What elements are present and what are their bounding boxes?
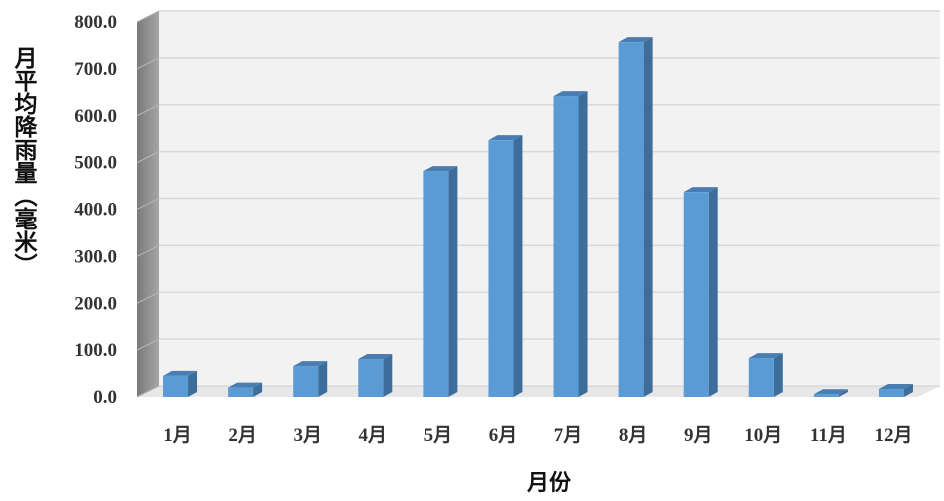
bar-top [358, 354, 393, 360]
x-tick-label: 11月 [810, 425, 847, 446]
bar [683, 187, 718, 397]
bar-front [553, 96, 579, 397]
bar-top [163, 370, 198, 376]
y-axis-ticks: 0.0 100.0 200.0 300.0 400.0 500.0 600.0 700.0 80… [74, 12, 117, 408]
x-axis-label: 月份 [526, 470, 572, 496]
bar-top [423, 166, 458, 172]
y-tick-label: 700.0 [74, 59, 117, 80]
bar-top [748, 353, 783, 359]
y-tick-label: 500.0 [74, 153, 117, 174]
y-tick-label: 0.0 [93, 387, 117, 408]
bar-front [358, 359, 384, 397]
bar-side [383, 354, 393, 397]
bar-front [163, 375, 189, 397]
bar-top [293, 361, 328, 367]
bar [748, 353, 783, 397]
bar [293, 361, 328, 397]
bar-top [618, 37, 653, 43]
bar-top [488, 135, 523, 141]
bar-front [683, 192, 709, 397]
y-tick-label: 100.0 [74, 340, 117, 361]
gridlines [136, 10, 940, 398]
bar-top [553, 91, 588, 97]
bar-side [513, 135, 523, 397]
y-tick-label: 800.0 [74, 12, 117, 33]
x-axis-ticks: 1月 2月 3月 4月 5月 6月 7月 8月 9月 10月 11月 12月 [163, 425, 912, 446]
gridline-side [136, 10, 160, 23]
y-tick-label: 600.0 [74, 106, 117, 127]
bars [163, 37, 913, 397]
bar-side [903, 384, 913, 397]
bar-front [423, 171, 449, 397]
bar [488, 135, 523, 397]
bar-side [578, 91, 588, 397]
bar [618, 37, 653, 397]
gridline-side [136, 338, 160, 351]
gridline-side [136, 104, 160, 117]
bar-side [838, 389, 848, 397]
x-tick-label: 4月 [359, 425, 388, 446]
bar-top [813, 389, 848, 395]
bar-front [813, 394, 839, 397]
bar-front [228, 387, 254, 397]
bar [813, 389, 848, 397]
x-tick-label: 10月 [744, 425, 782, 446]
bar-side [643, 37, 653, 397]
gridline-side [136, 291, 160, 304]
x-tick-label: 2月 [228, 425, 257, 446]
x-tick-label: 5月 [424, 425, 453, 446]
gridline-side [136, 244, 160, 257]
y-tick-label: 400.0 [74, 200, 117, 221]
x-tick-label: 6月 [489, 425, 518, 446]
bar-front [878, 389, 904, 397]
x-tick-label: 3月 [293, 425, 322, 446]
bar [423, 166, 458, 397]
bar-top [683, 187, 718, 193]
gridline-side [136, 385, 160, 398]
bar-top [878, 384, 913, 390]
bar-side [708, 187, 718, 397]
gridline-side [136, 57, 160, 70]
bar [553, 91, 588, 397]
bar-front [488, 140, 514, 397]
bar-side [188, 370, 198, 397]
bar [228, 382, 263, 397]
y-tick-label: 200.0 [74, 293, 117, 314]
bar-side [318, 361, 328, 397]
bar-front [293, 366, 319, 397]
y-axis-label: 月平均降雨量（毫米） [10, 46, 37, 276]
bar-side [448, 166, 458, 397]
bar-top [228, 382, 263, 388]
bar [163, 370, 198, 397]
bar [358, 354, 393, 397]
floor [137, 386, 940, 397]
x-tick-label: 12月 [874, 425, 912, 446]
x-tick-label: 9月 [684, 425, 713, 446]
y-tick-label: 300.0 [74, 246, 117, 267]
bar-side [253, 382, 263, 397]
bar [878, 384, 913, 397]
x-tick-label: 8月 [619, 425, 648, 446]
x-tick-label: 1月 [163, 425, 192, 446]
bar-front [618, 42, 644, 397]
bar-front [748, 358, 774, 397]
x-tick-label: 7月 [554, 425, 583, 446]
gridline-side [136, 198, 160, 210]
gridline-side [136, 151, 160, 164]
bar-side [773, 353, 783, 397]
